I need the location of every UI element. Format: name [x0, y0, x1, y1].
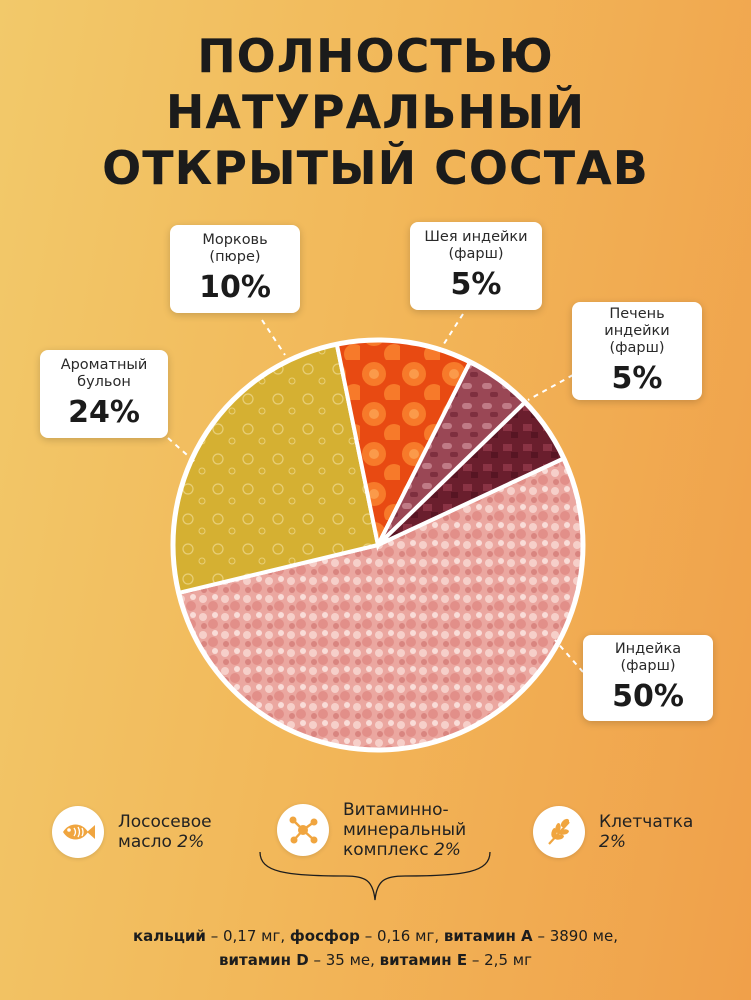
card-turkey-label-1: Индейка	[614, 641, 682, 657]
card-neck-percent: 5%	[450, 267, 502, 302]
nutrient-name: кальций	[133, 927, 206, 945]
extra-vitamin-percent: 2%	[433, 840, 461, 860]
card-carrot-label-2: (пюре)	[209, 249, 261, 265]
extra-vitamin-complex: Витаминно- минеральный комплекс 2%	[277, 800, 466, 860]
card-liver-label-1: Печень	[609, 305, 665, 322]
nutrient-value: – 3890 ме,	[537, 927, 618, 945]
card-neck-label-2: (фарш)	[448, 246, 504, 262]
molecule-icon	[277, 804, 329, 856]
card-broth: Ароматный бульон 24%	[40, 350, 168, 438]
title-line-2: НАТУРАЛЬНЫЙ	[165, 85, 586, 139]
nutrient-name: витамин D	[219, 951, 309, 969]
card-carrot-label-1: Морковь	[202, 232, 268, 248]
nutrients-line-2: витамин D – 35 ме, витамин E – 2,5 мг	[0, 948, 751, 972]
card-liver-label-3: (фарш)	[609, 339, 665, 356]
leader-turkey	[554, 639, 584, 673]
card-broth-percent: 24%	[68, 395, 140, 430]
page-title: ПОЛНОСТЬЮ НАТУРАЛЬНЫЙ ОТКРЫТЫЙ СОСТАВ	[0, 28, 751, 196]
card-neck: Шея индейки (фарш) 5%	[410, 222, 542, 310]
extra-fiber-percent: 2%	[599, 832, 626, 852]
title-line-1: ПОЛНОСТЬЮ	[197, 29, 554, 83]
extra-salmon-label-1: Лососевое	[118, 812, 212, 832]
nutrients-line-1: кальций – 0,17 мг, фосфор – 0,16 мг, вит…	[0, 924, 751, 948]
nutrient-value: – 35 ме,	[313, 951, 375, 969]
extra-fiber: Клетчатка 2%	[533, 806, 693, 858]
card-liver: Печень индейки (фарш) 5%	[572, 302, 702, 400]
extra-vitamin-label-3: комплекс	[343, 840, 429, 860]
extra-salmon-label-2: масло	[118, 832, 172, 852]
card-neck-label-1: Шея индейки	[424, 229, 528, 245]
card-turkey-label-2: (фарш)	[620, 658, 676, 674]
card-carrot: Морковь (пюре) 10%	[170, 225, 300, 313]
nutrient-name: витамин E	[379, 951, 468, 969]
nutrient-value: – 0,17 мг,	[210, 927, 286, 945]
card-broth-label-2: бульон	[77, 374, 131, 390]
card-turkey-percent: 50%	[612, 679, 684, 714]
fish-icon	[52, 806, 104, 858]
leader-neck	[439, 313, 464, 351]
extra-salmon-oil: Лососевое масло 2%	[52, 806, 212, 858]
nutrient-value: – 0,16 мг,	[364, 927, 440, 945]
leader-liver	[527, 374, 574, 401]
extra-vitamin-label-1: Витаминно-	[343, 800, 449, 820]
card-carrot-percent: 10%	[199, 270, 271, 305]
card-liver-label-2: индейки	[604, 322, 670, 339]
leader-broth	[167, 437, 196, 463]
brace-connector	[259, 851, 491, 901]
card-broth-label-1: Ароматный	[60, 357, 148, 373]
card-liver-percent: 5%	[611, 360, 663, 396]
extra-vitamin-label-2: минеральный	[343, 820, 467, 840]
extra-salmon-percent: 2%	[177, 832, 205, 852]
nutrient-name: фосфор	[289, 927, 360, 945]
extra-fiber-label: Клетчатка	[599, 812, 694, 832]
pie-outline	[170, 337, 586, 753]
title-line-3: ОТКРЫТЫЙ СОСТАВ	[102, 141, 649, 195]
nutrient-value: – 2,5 мг	[471, 951, 532, 969]
wheat-icon	[533, 806, 585, 858]
leader-carrot	[261, 319, 286, 356]
card-turkey: Индейка (фарш) 50%	[583, 635, 713, 721]
nutrient-name: витамин A	[443, 927, 533, 945]
